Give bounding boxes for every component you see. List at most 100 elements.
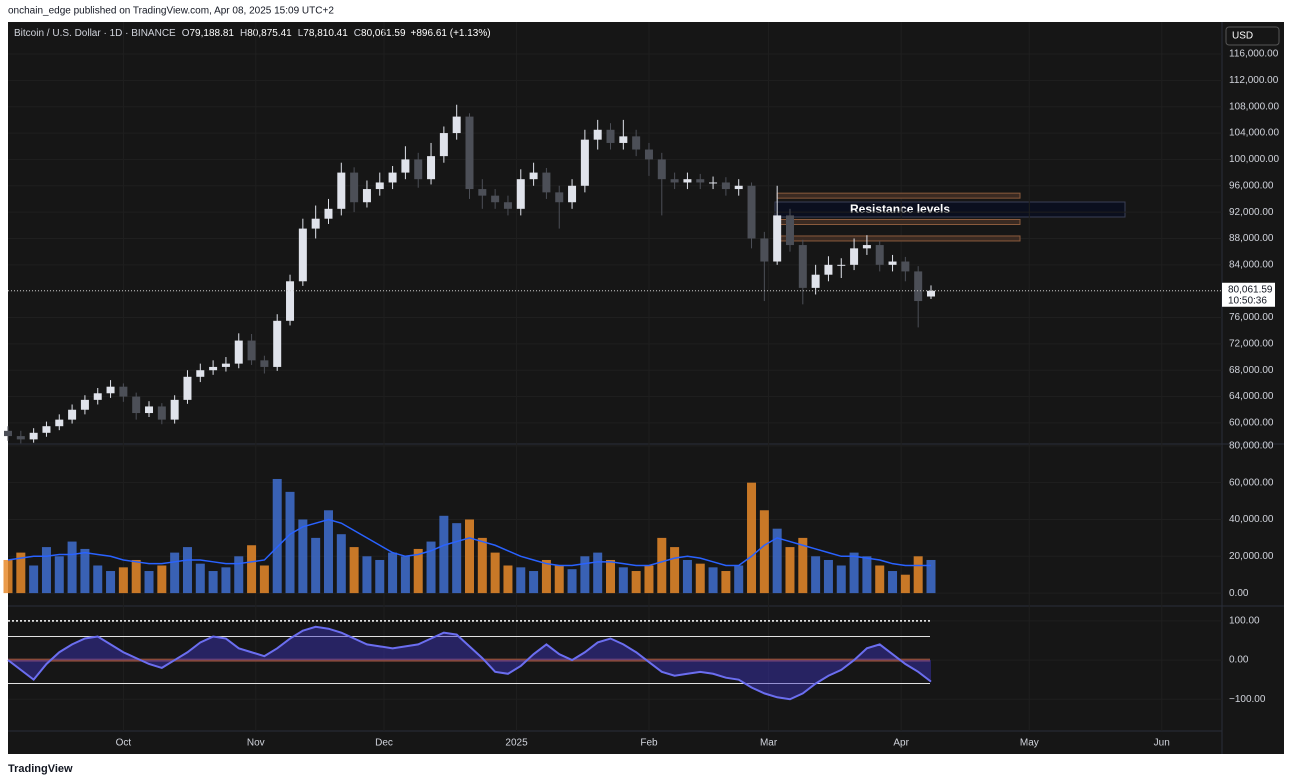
candle-body bbox=[657, 159, 666, 180]
candle-body bbox=[337, 172, 346, 209]
candle-body bbox=[811, 274, 820, 288]
volume-bar bbox=[54, 556, 64, 594]
candle-body bbox=[580, 139, 589, 186]
candle-body bbox=[683, 179, 692, 183]
y-tick-label: −100.00 bbox=[1229, 694, 1266, 705]
candle-body bbox=[401, 159, 410, 173]
volume-bar bbox=[554, 565, 564, 594]
candle-body bbox=[709, 182, 718, 184]
x-tick-label: Mar bbox=[760, 738, 778, 749]
volume-bar bbox=[606, 559, 616, 594]
volume-bar bbox=[182, 547, 192, 594]
candle-body bbox=[4, 430, 12, 437]
volume-bar bbox=[747, 482, 757, 594]
candle-body bbox=[106, 386, 115, 394]
oscillator-area bbox=[8, 626, 931, 700]
candle-body bbox=[311, 218, 320, 229]
volume-bar bbox=[41, 547, 51, 594]
candle-body bbox=[55, 419, 64, 427]
symbol: Bitcoin / U.S. Dollar · 1D · BINANCE bbox=[14, 28, 176, 39]
candle-body bbox=[568, 185, 577, 203]
y-tick-label: 108,000.00 bbox=[1229, 101, 1279, 112]
candle-body bbox=[606, 129, 615, 143]
candle-body bbox=[862, 245, 871, 249]
currency-box[interactable] bbox=[1225, 26, 1280, 46]
volume-bar bbox=[695, 563, 705, 594]
candle-body bbox=[388, 172, 397, 183]
candle-body bbox=[785, 215, 794, 246]
volume-bar bbox=[888, 571, 898, 594]
candle-body bbox=[926, 290, 935, 297]
y-tick-label: 40,000.00 bbox=[1229, 514, 1274, 525]
volume-bar bbox=[798, 537, 808, 594]
y-tick-label: 88,000.00 bbox=[1229, 233, 1274, 244]
volume-ma-line bbox=[7, 518, 931, 567]
y-tick-label: 104,000.00 bbox=[1229, 128, 1279, 139]
x-tick-label: May bbox=[1020, 738, 1039, 749]
y-tick-label: 0.00 bbox=[1229, 588, 1249, 599]
volume-bar bbox=[106, 571, 116, 594]
candle-body bbox=[901, 261, 910, 272]
annotation: Resistance levels bbox=[850, 202, 950, 216]
candle-body bbox=[734, 185, 743, 190]
volume-bar bbox=[618, 567, 628, 594]
volume-bar bbox=[221, 567, 231, 594]
x-tick-label: Feb bbox=[640, 738, 658, 749]
candle-body bbox=[644, 149, 653, 160]
volume-bar bbox=[208, 571, 218, 594]
candle-body bbox=[478, 189, 487, 196]
volume-bar bbox=[759, 510, 769, 594]
volume-bar bbox=[247, 545, 257, 594]
oscillator-line bbox=[7, 625, 932, 701]
footer-logo: TradingView bbox=[8, 763, 73, 775]
volume-bar bbox=[670, 547, 680, 594]
volume-bar bbox=[708, 567, 718, 594]
candle-body bbox=[452, 116, 461, 134]
candle-body bbox=[324, 208, 333, 219]
volume-bar bbox=[503, 565, 513, 594]
volume-bar bbox=[721, 571, 731, 594]
volume-bar bbox=[93, 565, 103, 594]
candle-body bbox=[80, 399, 89, 410]
resistance-zone bbox=[776, 192, 1021, 199]
candle-body bbox=[93, 393, 102, 400]
volume-bar bbox=[323, 510, 333, 594]
volume-bar bbox=[464, 519, 474, 594]
candle-body bbox=[439, 133, 448, 157]
candle-body bbox=[68, 409, 77, 420]
candle-body bbox=[516, 179, 525, 209]
candle-body bbox=[465, 116, 474, 190]
volume-bar bbox=[631, 571, 641, 594]
candle-body bbox=[145, 406, 154, 414]
volume-bar bbox=[734, 565, 744, 594]
candle-body bbox=[170, 399, 179, 420]
y-tick-label: 20,000.00 bbox=[1229, 551, 1274, 562]
chart-background bbox=[8, 22, 1284, 754]
x-tick-label: Apr bbox=[893, 738, 909, 749]
volume-bar bbox=[836, 565, 846, 594]
candle-body bbox=[837, 264, 846, 266]
candle-body bbox=[632, 136, 641, 150]
volume-bar bbox=[862, 556, 872, 594]
candle-body bbox=[16, 436, 25, 440]
volume-bar bbox=[913, 556, 923, 594]
y-tick-label: 116,000.00 bbox=[1229, 49, 1279, 60]
volume-bar bbox=[29, 565, 39, 594]
volume-bar bbox=[3, 559, 13, 594]
volume-bar bbox=[875, 565, 885, 594]
y-tick-label: 96,000.00 bbox=[1229, 180, 1274, 191]
volume-bar bbox=[311, 537, 321, 594]
volume-bar bbox=[426, 541, 436, 594]
volume-bar bbox=[567, 569, 577, 594]
candle-body bbox=[798, 245, 807, 288]
volume-bar bbox=[490, 552, 500, 594]
x-tick-label: Jun bbox=[1154, 738, 1170, 749]
volume-bar bbox=[644, 565, 654, 594]
volume-bar bbox=[285, 491, 295, 594]
x-tick-label: Dec bbox=[375, 738, 393, 749]
volume-bar bbox=[811, 556, 821, 594]
candle-body bbox=[209, 366, 218, 371]
candle-body bbox=[196, 370, 205, 377]
price-tag-countdown: 10:50:36 bbox=[1228, 295, 1267, 306]
chart-title: Bitcoin / U.S. Dollar · 1D · BINANCE O79,… bbox=[14, 28, 491, 39]
